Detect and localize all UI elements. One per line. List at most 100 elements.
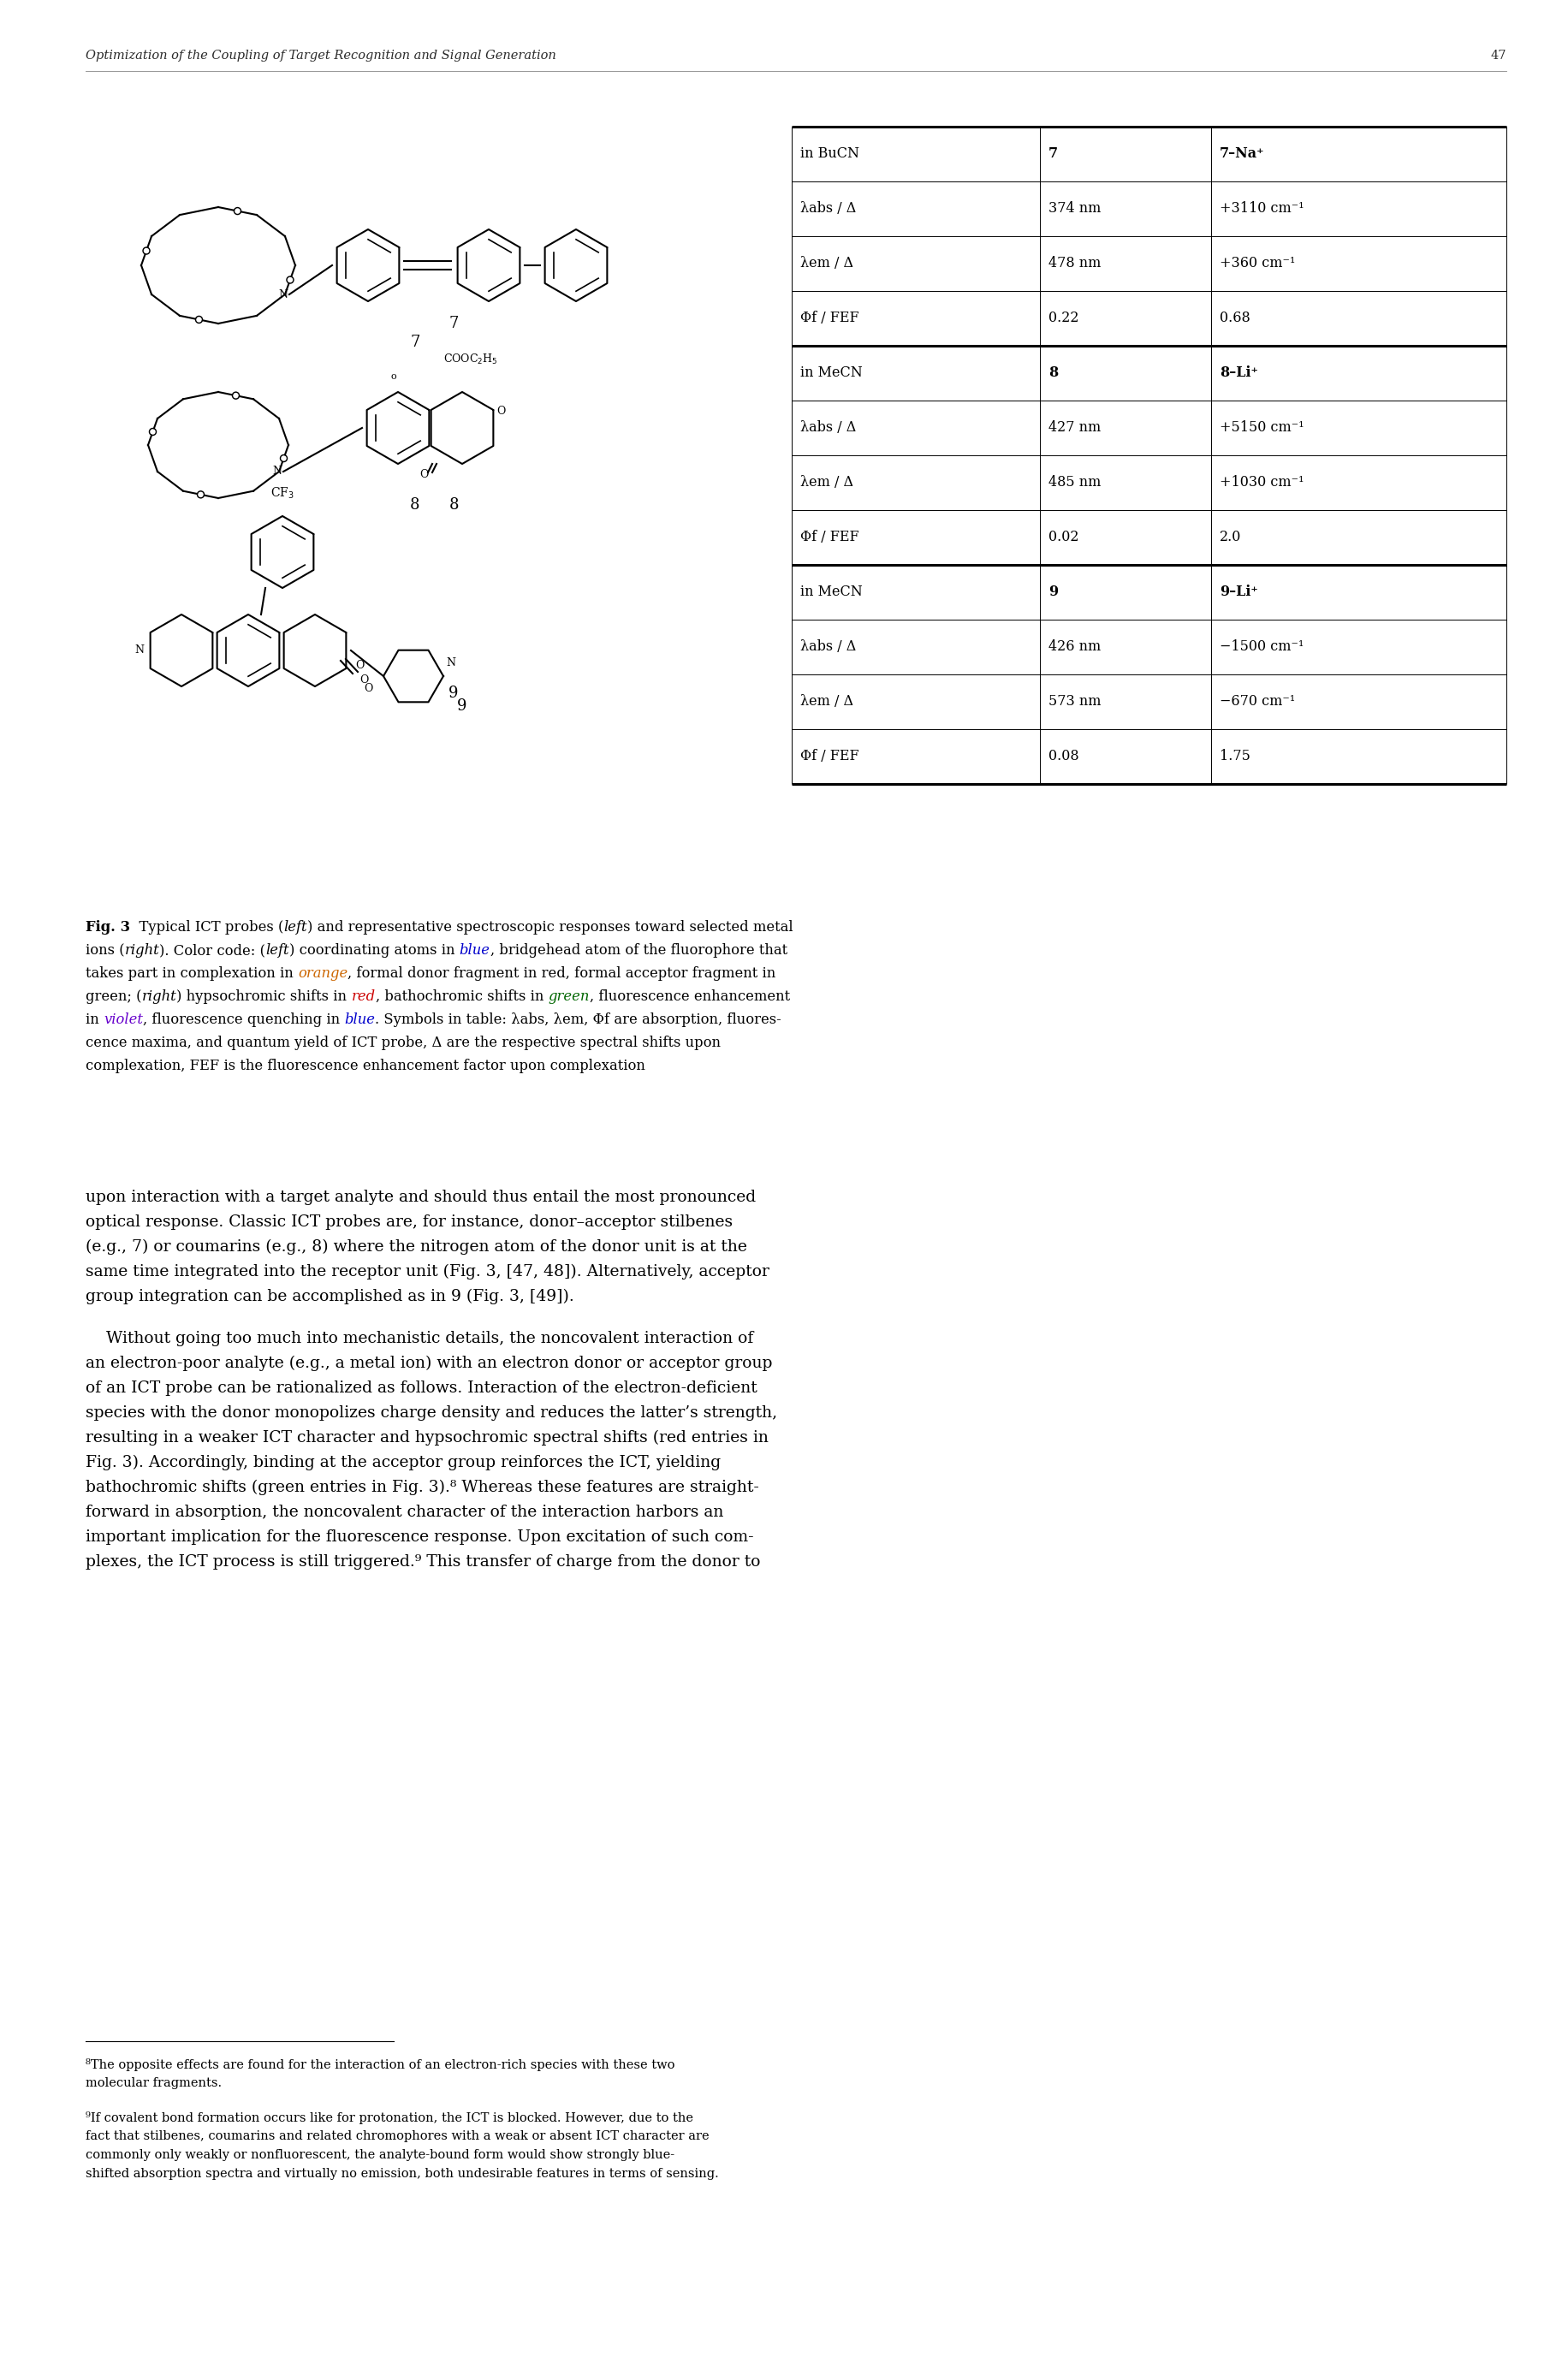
Text: ) hypsochromic shifts in: ) hypsochromic shifts in xyxy=(177,990,351,1005)
Text: Fig. 3). Accordingly, binding at the acceptor group reinforces the ICT, yielding: Fig. 3). Accordingly, binding at the acc… xyxy=(86,1456,721,1470)
Text: complexation, FEF is the fluorescence enhancement factor upon complexation: complexation, FEF is the fluorescence en… xyxy=(86,1059,646,1074)
Text: N: N xyxy=(273,466,282,477)
Text: 8: 8 xyxy=(411,496,420,513)
Text: red: red xyxy=(351,990,375,1005)
Text: +360 cm⁻¹: +360 cm⁻¹ xyxy=(1220,256,1295,271)
Text: right: right xyxy=(124,943,160,957)
Text: Φf / FEF: Φf / FEF xyxy=(800,748,859,765)
Text: ). Color code: (: ). Color code: ( xyxy=(160,943,265,957)
Text: , bathochromic shifts in: , bathochromic shifts in xyxy=(375,990,547,1005)
Text: λem / Δ: λem / Δ xyxy=(800,475,853,489)
Text: an electron-poor analyte (e.g., a metal ion) with an electron donor or acceptor : an electron-poor analyte (e.g., a metal … xyxy=(86,1356,773,1370)
Text: in: in xyxy=(86,1012,103,1026)
Text: cence maxima, and quantum yield of ICT probe, Δ are the respective spectral shif: cence maxima, and quantum yield of ICT p… xyxy=(86,1036,721,1050)
Text: 9: 9 xyxy=(448,686,458,701)
Text: 8–Li⁺: 8–Li⁺ xyxy=(1220,366,1258,380)
Text: ions (: ions ( xyxy=(86,943,124,957)
Text: group integration can be accomplished as in 9 (Fig. 3, [49]).: group integration can be accomplished as… xyxy=(86,1290,574,1304)
Text: 0.22: 0.22 xyxy=(1049,311,1079,325)
Text: . Symbols in table: λabs, λem, Φf are absorption, fluores-: . Symbols in table: λabs, λem, Φf are ab… xyxy=(375,1012,781,1026)
Text: 427 nm: 427 nm xyxy=(1049,420,1101,435)
Text: right: right xyxy=(141,990,177,1005)
Text: violet: violet xyxy=(103,1012,143,1026)
Text: takes part in complexation in: takes part in complexation in xyxy=(86,967,298,981)
Text: 7: 7 xyxy=(448,316,458,330)
Text: O: O xyxy=(364,684,373,694)
Text: −670 cm⁻¹: −670 cm⁻¹ xyxy=(1220,694,1295,710)
Text: 47: 47 xyxy=(1491,50,1507,62)
Text: , fluorescence quenching in: , fluorescence quenching in xyxy=(143,1012,345,1026)
Text: o: o xyxy=(390,373,397,380)
Text: λabs / Δ: λabs / Δ xyxy=(800,639,856,653)
Text: 0.08: 0.08 xyxy=(1049,748,1079,765)
Text: COOC$_2$H$_5$: COOC$_2$H$_5$ xyxy=(444,352,499,366)
Text: same time integrated into the receptor unit (Fig. 3, [47, 48]). Alternatively, a: same time integrated into the receptor u… xyxy=(86,1264,770,1280)
Text: ) coordinating atoms in: ) coordinating atoms in xyxy=(289,943,459,957)
Text: species with the donor monopolizes charge density and reduces the latter’s stren: species with the donor monopolizes charg… xyxy=(86,1406,778,1420)
Text: in BuCN: in BuCN xyxy=(800,147,859,162)
Text: blue: blue xyxy=(345,1012,375,1026)
Text: O: O xyxy=(419,470,428,480)
Text: 573 nm: 573 nm xyxy=(1049,694,1101,710)
Text: Typical ICT probes (: Typical ICT probes ( xyxy=(130,919,284,936)
Text: 7–Na⁺: 7–Na⁺ xyxy=(1220,147,1264,162)
Text: left: left xyxy=(284,919,307,936)
Text: ⁸The opposite effects are found for the interaction of an electron-rich species : ⁸The opposite effects are found for the … xyxy=(86,2059,674,2071)
Text: 1.75: 1.75 xyxy=(1220,748,1250,765)
Text: 8: 8 xyxy=(1049,366,1058,380)
Text: O: O xyxy=(359,674,368,686)
Text: 0.68: 0.68 xyxy=(1220,311,1250,325)
Text: O: O xyxy=(356,660,364,672)
Text: +3110 cm⁻¹: +3110 cm⁻¹ xyxy=(1220,202,1305,216)
Text: O: O xyxy=(495,406,505,416)
Text: important implication for the fluorescence response. Upon excitation of such com: important implication for the fluorescen… xyxy=(86,1530,754,1544)
Text: forward in absorption, the noncovalent character of the interaction harbors an: forward in absorption, the noncovalent c… xyxy=(86,1506,723,1520)
Text: +1030 cm⁻¹: +1030 cm⁻¹ xyxy=(1220,475,1305,489)
Text: commonly only weakly or nonfluorescent, the analyte-bound form would show strong: commonly only weakly or nonfluorescent, … xyxy=(86,2149,674,2161)
Text: 9: 9 xyxy=(1049,584,1058,598)
Text: Optimization of the Coupling of Target Recognition and Signal Generation: Optimization of the Coupling of Target R… xyxy=(86,50,557,62)
Text: λem / Δ: λem / Δ xyxy=(800,694,853,710)
Text: 0.02: 0.02 xyxy=(1049,530,1079,544)
Text: N: N xyxy=(135,646,144,656)
Text: 374 nm: 374 nm xyxy=(1049,202,1101,216)
Text: −1500 cm⁻¹: −1500 cm⁻¹ xyxy=(1220,639,1305,653)
Text: (e.g., 7) or coumarins (e.g., 8) where the nitrogen atom of the donor unit is at: (e.g., 7) or coumarins (e.g., 8) where t… xyxy=(86,1240,746,1254)
Text: of an ICT probe can be rationalized as follows. Interaction of the electron-defi: of an ICT probe can be rationalized as f… xyxy=(86,1380,757,1396)
Text: shifted absorption spectra and virtually no emission, both undesirable features : shifted absorption spectra and virtually… xyxy=(86,2168,718,2180)
Text: in MeCN: in MeCN xyxy=(800,584,862,598)
Text: Without going too much into mechanistic details, the noncovalent interaction of: Without going too much into mechanistic … xyxy=(86,1330,753,1347)
Text: λabs / Δ: λabs / Δ xyxy=(800,420,856,435)
Text: λabs / Δ: λabs / Δ xyxy=(800,202,856,216)
Text: 9–Li⁺: 9–Li⁺ xyxy=(1220,584,1258,598)
Text: 478 nm: 478 nm xyxy=(1049,256,1101,271)
Text: , formal donor fragment in red, formal acceptor fragment in: , formal donor fragment in red, formal a… xyxy=(348,967,776,981)
Text: Φf / FEF: Φf / FEF xyxy=(800,530,859,544)
Text: +5150 cm⁻¹: +5150 cm⁻¹ xyxy=(1220,420,1305,435)
Text: blue: blue xyxy=(459,943,491,957)
Text: in MeCN: in MeCN xyxy=(800,366,862,380)
Text: green: green xyxy=(547,990,590,1005)
Text: ) and representative spectroscopic responses toward selected metal: ) and representative spectroscopic respo… xyxy=(307,919,793,936)
Text: orange: orange xyxy=(298,967,348,981)
Text: N: N xyxy=(445,658,455,670)
Text: green; (: green; ( xyxy=(86,990,141,1005)
Text: 7: 7 xyxy=(1049,147,1058,162)
Text: 9: 9 xyxy=(458,698,467,715)
Text: Fig. 3: Fig. 3 xyxy=(86,919,130,936)
Text: plexes, the ICT process is still triggered.⁹ This transfer of charge from the do: plexes, the ICT process is still trigger… xyxy=(86,1553,760,1570)
Text: CF$_3$: CF$_3$ xyxy=(271,487,295,501)
Text: bathochromic shifts (green entries in Fig. 3).⁸ Whereas these features are strai: bathochromic shifts (green entries in Fi… xyxy=(86,1480,759,1496)
Text: 2.0: 2.0 xyxy=(1220,530,1242,544)
Text: upon interaction with a target analyte and should thus entail the most pronounce: upon interaction with a target analyte a… xyxy=(86,1190,756,1204)
Text: , fluorescence enhancement: , fluorescence enhancement xyxy=(590,990,790,1005)
Text: 7: 7 xyxy=(411,335,420,349)
Text: resulting in a weaker ICT character and hypsochromic spectral shifts (red entrie: resulting in a weaker ICT character and … xyxy=(86,1430,768,1446)
Text: 8: 8 xyxy=(448,496,458,513)
Text: 426 nm: 426 nm xyxy=(1049,639,1101,653)
Text: left: left xyxy=(265,943,289,957)
Text: , bridgehead atom of the fluorophore that: , bridgehead atom of the fluorophore tha… xyxy=(491,943,787,957)
Text: N: N xyxy=(279,290,289,299)
Text: fact that stilbenes, coumarins and related chromophores with a weak or absent IC: fact that stilbenes, coumarins and relat… xyxy=(86,2130,709,2142)
Text: Φf / FEF: Φf / FEF xyxy=(800,311,859,325)
